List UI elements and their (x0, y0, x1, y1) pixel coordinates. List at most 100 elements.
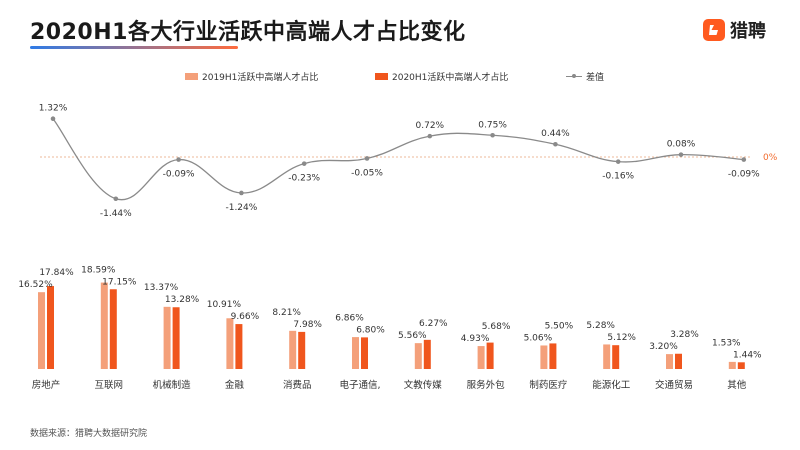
category-label: 房地产 (32, 379, 61, 391)
bar-2020 (423, 339, 431, 369)
bar-2019-label: 6.86% (335, 313, 364, 323)
bar-2019-label: 8.21% (272, 308, 301, 318)
category-label: 其他 (727, 379, 747, 391)
logo-text: 猎聘 (730, 21, 766, 42)
diff-point (364, 156, 370, 161)
diff-data-label: -1.44% (100, 209, 132, 219)
category-label: 机械制造 (153, 379, 192, 391)
bar-2020-label: 9.66% (231, 312, 260, 322)
legend-item-2019: 2019H1活跃中高端人才占比 (185, 70, 318, 83)
data-source-note: 数据来源：猎聘大数据研究院 (30, 429, 148, 439)
bar-2019-label: 18.59% (81, 265, 116, 275)
diff-point (50, 116, 56, 122)
category-label: 消费品 (283, 379, 312, 391)
bar-2019 (666, 354, 673, 369)
bar-2019 (163, 306, 171, 369)
bar-2019 (226, 318, 234, 369)
bar-2019 (414, 343, 422, 369)
bar-2019-label: 10.91% (207, 300, 242, 310)
bar-2020-label: 17.15% (102, 277, 137, 287)
diff-data-label: -0.09% (728, 170, 760, 180)
bar-2019-label: 5.56% (398, 331, 427, 341)
bar-2020-label: 3.28% (670, 330, 699, 340)
legend-item-diff: 差值 (566, 70, 604, 83)
diff-point (427, 133, 433, 139)
bar-2019-label: 13.37% (144, 283, 179, 293)
bar-2019 (289, 330, 297, 369)
zero-reference-label: 0% (763, 153, 778, 163)
bar-2019-label: 3.20% (649, 342, 678, 352)
bar-2020 (549, 343, 557, 369)
category-label: 互联网 (95, 380, 124, 391)
diff-point (301, 161, 307, 166)
diff-point (678, 152, 684, 157)
legend-item-2020: 2020H1活跃中高端人才占比 (375, 70, 508, 83)
bar-2020 (675, 353, 682, 369)
category-label: 能源化工 (592, 379, 631, 391)
category-label: 金融 (225, 379, 245, 391)
bar-2019-label: 16.52% (18, 280, 53, 290)
bar-2020 (47, 286, 54, 369)
diff-series-line (52, 118, 744, 201)
bar-2019 (100, 282, 108, 369)
bar-2020 (486, 342, 494, 369)
diff-data-label: -0.05% (351, 168, 383, 178)
diff-point (741, 157, 747, 162)
legend-label-2020: 2020H1活跃中高端人才占比 (392, 73, 509, 83)
diff-data-label: 1.32% (39, 104, 68, 114)
bar-2020-label: 6.27% (419, 319, 448, 329)
legend-label-2019: 2019H1活跃中高端人才占比 (202, 73, 319, 83)
bar-2019 (603, 344, 611, 369)
bar-2020 (612, 345, 620, 369)
page-title: 2020H1各大行业活跃中高端人才占比变化 (30, 20, 466, 45)
diff-data-label: -0.09% (163, 170, 195, 180)
diff-data-label: -0.23% (288, 174, 320, 184)
chart-legend: 2019H1活跃中高端人才占比 2020H1活跃中高端人才占比 差值 (0, 70, 800, 86)
title-underline (30, 46, 238, 49)
bar-2020 (298, 331, 306, 369)
bar-2020-label: 5.68% (482, 322, 511, 332)
bar-2020-label: 1.44% (733, 350, 762, 360)
bar-2019-label: 5.06% (524, 333, 553, 343)
diff-data-label: 0.72% (416, 121, 445, 131)
diff-point (615, 159, 621, 164)
diff-data-label: -0.16% (602, 172, 634, 182)
bar-2020-label: 7.98% (293, 320, 322, 330)
bar-2020 (235, 324, 243, 369)
diff-data-label: 0.75% (478, 120, 507, 130)
bar-2019 (540, 345, 548, 369)
diff-point (490, 132, 495, 138)
bar-2020 (737, 362, 745, 369)
bar-2020 (109, 289, 117, 369)
bar-2019 (477, 346, 485, 369)
bar-2019-label: 1.53% (712, 338, 741, 348)
bar-2019 (38, 292, 45, 369)
bar-2020-label: 5.12% (607, 333, 636, 343)
bar-2020 (361, 337, 368, 369)
category-label: 交通贸易 (655, 379, 693, 391)
liepin-logo-icon (703, 19, 725, 41)
bar-2019-label: 5.28% (586, 321, 615, 331)
bar-2019-label: 4.93% (461, 334, 490, 344)
bar-2019 (728, 361, 736, 369)
bar-2020-label: 5.50% (545, 321, 574, 331)
category-label: 制药医疗 (529, 379, 568, 391)
diff-data-label: 0.08% (667, 140, 696, 150)
diff-point (553, 141, 558, 147)
legend-swatch-2019 (185, 73, 198, 80)
legend-label-diff: 差值 (586, 73, 605, 83)
legend-line-marker (566, 73, 582, 81)
diff-point (239, 190, 244, 196)
diff-data-label: 0.44% (541, 129, 570, 139)
diff-data-label: -1.24% (225, 203, 257, 213)
diff-point (176, 157, 181, 162)
bar-2020-label: 13.28% (165, 295, 200, 305)
brand-logo: 猎聘 (703, 17, 766, 43)
category-label: 文教传媒 (404, 379, 443, 391)
category-label: 服务外包 (467, 379, 506, 391)
bar-2020 (172, 307, 180, 369)
legend-swatch-2020 (375, 73, 388, 80)
bar-2020-label: 6.80% (356, 325, 385, 335)
diff-point (113, 196, 119, 202)
